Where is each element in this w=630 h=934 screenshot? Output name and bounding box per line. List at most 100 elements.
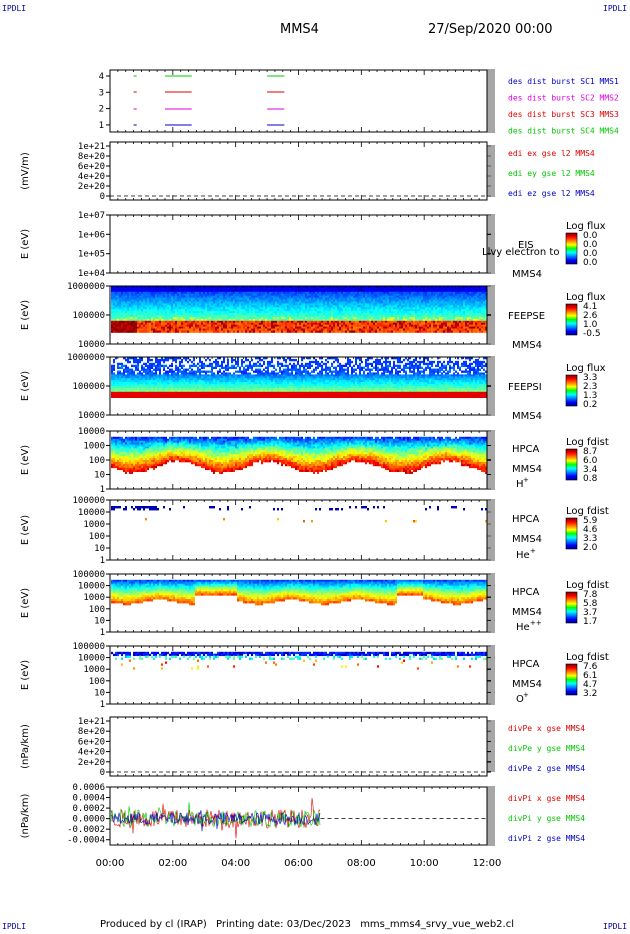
spectrogram-cell (167, 313, 169, 316)
spectrogram-cell (147, 293, 149, 297)
spectrogram-cell (219, 299, 221, 302)
spectrogram-cell (189, 326, 191, 329)
spectrogram-cell (149, 330, 151, 333)
spectrogram-cell (199, 307, 201, 310)
spectrogram-cell (187, 322, 189, 326)
spectrogram-cell (195, 293, 197, 297)
spectrogram-cell (153, 289, 155, 293)
spectrogram-cell (129, 320, 131, 324)
legend-entry: des dist burst SC1 MMS1 (508, 77, 619, 86)
spectrogram-cell (147, 303, 149, 306)
spectrogram-cell (155, 311, 157, 314)
spectrogram-cell (193, 307, 195, 310)
spectrogram-cell (189, 315, 191, 318)
spectrogram-cell (173, 297, 175, 300)
spectrogram-cell (359, 330, 361, 333)
spectrogram-cell (133, 313, 135, 316)
y-tick-label: 10000 (78, 340, 105, 350)
spectrogram-cell (199, 330, 201, 333)
spectrogram-cell (145, 301, 147, 304)
spectrogram-cell (167, 311, 169, 314)
spectrogram-cell (229, 330, 231, 333)
spectrogram-cell (117, 322, 119, 326)
spectrogram-cell (117, 311, 119, 314)
spectrogram-cell (175, 287, 177, 291)
spectrogram-cell (159, 318, 161, 322)
spectrogram-cell (117, 303, 119, 306)
spectrogram-cell (135, 313, 137, 316)
spectrogram-cell (165, 326, 167, 329)
spectrogram-cell (159, 299, 161, 302)
spectrogram-cell (169, 287, 171, 291)
spectrogram-cell (115, 311, 117, 314)
spectrogram-cell (205, 324, 207, 327)
spectrogram-cell (191, 326, 193, 329)
spectrogram-cell (129, 286, 131, 289)
spectrogram-cell (217, 303, 219, 306)
spectrogram-cell (177, 297, 179, 300)
spectrogram-cell (187, 303, 189, 306)
spectrogram-cell (179, 313, 181, 316)
spectrogram-cell (269, 330, 271, 333)
spectrogram-cell (189, 303, 191, 306)
spectrogram-cell (155, 309, 157, 312)
spectrogram-cell (191, 324, 193, 327)
spectrogram-cell (205, 326, 207, 329)
spectrogram-cell (465, 330, 467, 333)
spectrogram-cell (205, 295, 207, 298)
spectrogram-cell (219, 287, 221, 291)
spectrogram-cell (153, 320, 155, 324)
spectrogram-cell (129, 315, 131, 318)
spectrogram-cell (217, 309, 219, 312)
spectrogram-cell (171, 291, 173, 295)
spectrogram-cell (239, 330, 241, 333)
spectrogram-cell (127, 318, 129, 322)
spectrogram-cell (153, 311, 155, 314)
spectrogram-cell (191, 328, 193, 331)
spectrogram-cell (133, 309, 135, 312)
y-axis-label: E (eV) (20, 300, 31, 330)
spectrogram-cell (161, 309, 163, 312)
spectrogram-cell (143, 311, 145, 314)
spectrogram-cell (207, 322, 209, 326)
spectrogram-cell (181, 315, 183, 318)
spectrogram-cell (213, 309, 215, 312)
spectrogram-cell (153, 330, 155, 333)
spectrogram-cell (157, 303, 159, 306)
spectrogram-cell (113, 301, 115, 304)
spectrogram-cell (173, 322, 175, 326)
spectrogram-cell (173, 301, 175, 304)
spectrogram-cell (133, 293, 135, 297)
spectrogram-cell (219, 301, 221, 304)
spectrogram-cell (171, 326, 173, 329)
spectrogram-cell (181, 301, 183, 304)
spectrogram-cell (217, 311, 219, 314)
spectrogram-cell (183, 295, 185, 298)
spectrogram-cell (145, 297, 147, 300)
spectrogram-cell (193, 313, 195, 316)
spectrogram-cell (171, 299, 173, 302)
spectrogram-cell (165, 313, 167, 316)
spectrogram-cell (175, 301, 177, 304)
spectrogram-cell (161, 299, 163, 302)
spectrogram-cell (159, 305, 161, 308)
spectrogram-cell (149, 318, 151, 322)
spectrogram-cell (111, 297, 113, 300)
spectrogram-cell (169, 295, 171, 298)
spectrogram-cell (337, 330, 339, 333)
spectrogram-cell (141, 289, 143, 293)
spectrogram-cell (149, 305, 151, 308)
spectrogram-cell (195, 313, 197, 316)
spectrogram-cell (199, 324, 201, 327)
spectrogram-cell (335, 330, 337, 333)
spectrogram-cell (119, 299, 121, 302)
spectrogram-cell (389, 330, 391, 333)
spectrogram-cell (151, 303, 153, 306)
corner-mark-bottom-left: IPDLI (2, 922, 27, 931)
y-tick-label: 1000000 (67, 282, 105, 292)
spectrogram-cell (155, 326, 157, 329)
spectrogram-cell (161, 326, 163, 329)
spectrogram-cell (153, 301, 155, 304)
